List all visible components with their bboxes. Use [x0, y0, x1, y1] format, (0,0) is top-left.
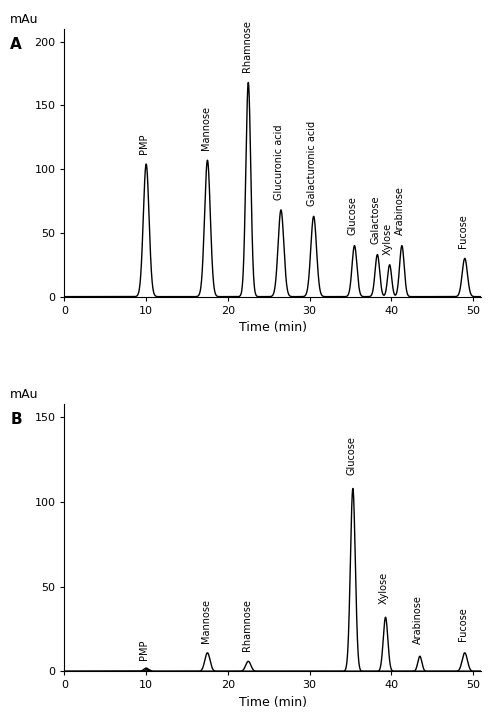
- Text: Glucose: Glucose: [346, 436, 356, 475]
- Text: Galactose: Galactose: [371, 196, 380, 244]
- Text: Rhamnose: Rhamnose: [242, 20, 251, 72]
- Text: Fucose: Fucose: [458, 607, 468, 641]
- Text: Fucose: Fucose: [458, 214, 468, 248]
- Text: mAu: mAu: [10, 388, 39, 401]
- Text: PMP: PMP: [139, 134, 149, 154]
- Text: B: B: [10, 412, 22, 427]
- Text: Arabinose: Arabinose: [395, 186, 405, 235]
- Text: Rhamnose: Rhamnose: [242, 599, 251, 651]
- Text: Xylose: Xylose: [379, 572, 389, 604]
- Text: Glucose: Glucose: [348, 196, 358, 235]
- X-axis label: Time (min): Time (min): [239, 696, 307, 709]
- Text: Arabinose: Arabinose: [413, 596, 423, 644]
- Text: PMP: PMP: [139, 639, 149, 660]
- Text: Glucuronic acid: Glucuronic acid: [274, 124, 284, 200]
- Text: mAu: mAu: [10, 13, 39, 26]
- X-axis label: Time (min): Time (min): [239, 321, 307, 334]
- Text: Xylose: Xylose: [383, 222, 393, 255]
- Text: A: A: [10, 37, 22, 52]
- Text: Galacturonic acid: Galacturonic acid: [307, 121, 317, 206]
- Text: Mannose: Mannose: [201, 599, 211, 643]
- Text: Mannose: Mannose: [201, 106, 211, 150]
